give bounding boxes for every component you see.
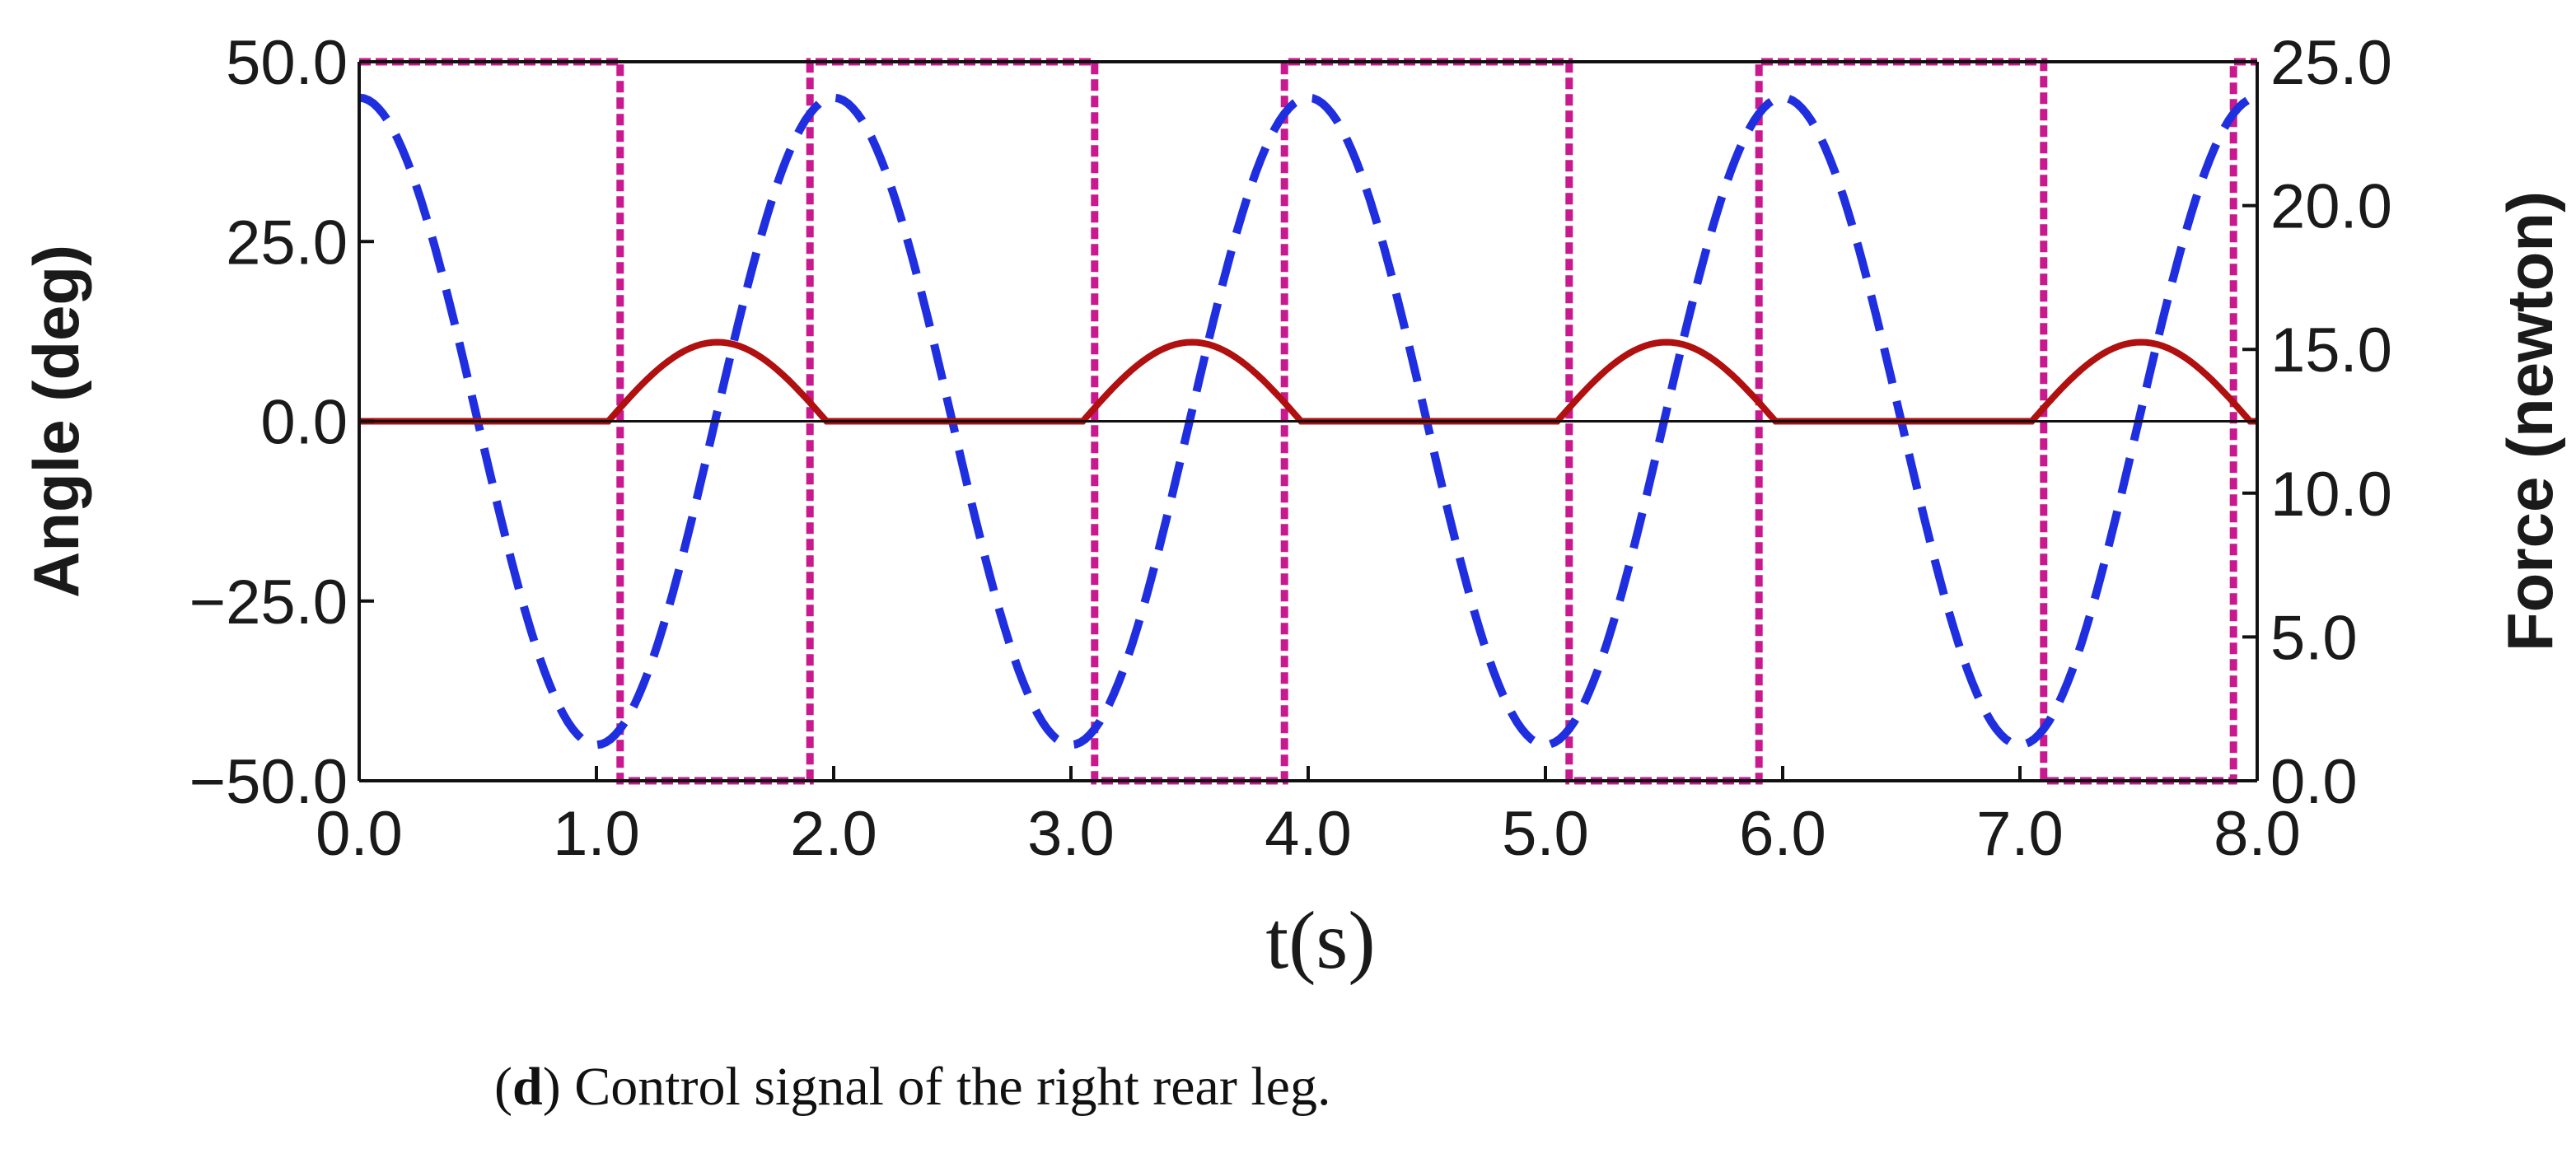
x-tick-label: 2.0 [790,799,877,869]
y-right-axis-title: Force (newton) [2494,191,2566,651]
y-left-axis-title: Angle (deg) [20,245,92,598]
x-tick-label: 7.0 [1976,799,2064,869]
y-right-tick-label: 10.0 [2270,460,2392,530]
axes-layer [358,60,2259,782]
y-right-tick-label: 0.0 [2270,747,2358,817]
x-tick-label: 8.0 [2214,799,2301,869]
figure-caption: (d) Control signal of the right rear leg… [494,1057,1331,1117]
x-tick-label: 3.0 [1027,799,1115,869]
y-left-tick-label: −25.0 [189,567,348,637]
caption-text: Control signal of the right rear leg. [560,1057,1331,1117]
x-tick-label: 5.0 [1502,799,1589,869]
x-tick-label: 1.0 [553,799,640,869]
x-tick-label: 4.0 [1265,799,1352,869]
y-right-tick-label: 5.0 [2270,603,2358,673]
x-tick-label: 0.0 [316,799,403,869]
series-angle [358,93,2258,749]
labels-layer: 0.0 1.0 2.0 3.0 4.0 5.0 6.0 7.0 8.0 50.0 25.0 0.0 −2… [20,28,2566,986]
y-left-tick-label: 50.0 [226,28,348,98]
y-right-tick-label: 25.0 [2270,28,2392,98]
y-left-tick-label: 0.0 [260,388,348,458]
y-right-tick-label: 15.0 [2270,315,2392,385]
x-tick-label: 6.0 [1739,799,1826,869]
caption-label: d [512,1057,543,1117]
y-left-tick-label: −50.0 [189,747,348,817]
series-force [359,339,2257,425]
y-left-tick-label: 25.0 [226,208,348,278]
y-right-tick-label: 20.0 [2270,172,2392,242]
x-axis-title: t(s) [1265,894,1375,986]
